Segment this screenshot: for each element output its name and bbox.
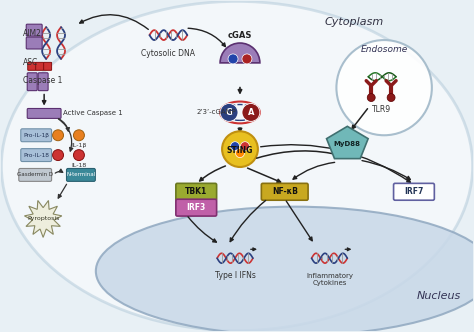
Text: A: A [248,108,254,117]
Text: Caspase 1: Caspase 1 [23,76,63,85]
Text: Active Caspase 1: Active Caspase 1 [63,111,123,117]
Circle shape [73,150,84,161]
Text: IRF7: IRF7 [404,187,424,196]
Circle shape [53,150,64,161]
Ellipse shape [96,207,474,332]
Text: N-terminal: N-terminal [66,172,96,177]
Text: G: G [226,108,232,117]
Polygon shape [25,201,62,237]
Text: Cytoplasm: Cytoplasm [325,17,384,27]
Circle shape [228,54,238,64]
FancyBboxPatch shape [27,73,37,91]
Circle shape [220,104,238,122]
FancyBboxPatch shape [66,168,95,181]
Circle shape [337,40,432,135]
FancyBboxPatch shape [21,129,52,142]
FancyBboxPatch shape [36,62,44,70]
Circle shape [236,149,245,158]
Text: TBK1: TBK1 [185,187,207,196]
Circle shape [53,130,64,141]
Circle shape [242,54,252,64]
Text: ASC: ASC [23,58,38,67]
Text: NF-κB: NF-κB [272,187,298,196]
Text: Inflammatory
Cytokines: Inflammatory Cytokines [306,273,353,286]
FancyBboxPatch shape [176,183,217,200]
Text: Cytosolic DNA: Cytosolic DNA [141,49,195,58]
Text: cGAS: cGAS [228,31,252,40]
Text: Pro-IL-1β: Pro-IL-1β [23,133,49,138]
Text: TLR9: TLR9 [372,105,391,114]
Circle shape [73,130,84,141]
Text: IRF3: IRF3 [187,203,206,212]
FancyBboxPatch shape [44,62,52,70]
FancyBboxPatch shape [28,62,36,70]
Circle shape [387,94,395,102]
FancyBboxPatch shape [38,73,48,91]
Text: STING: STING [227,146,253,155]
Circle shape [222,131,258,167]
Circle shape [242,104,260,122]
Circle shape [230,142,239,151]
Text: IL-1β: IL-1β [71,143,87,148]
FancyBboxPatch shape [26,24,42,36]
Text: IL-18: IL-18 [71,163,87,168]
FancyBboxPatch shape [393,183,434,200]
Wedge shape [220,43,260,63]
FancyBboxPatch shape [261,183,308,200]
Text: Endosome: Endosome [361,45,408,54]
Text: Pro-IL-18: Pro-IL-18 [23,153,49,158]
Text: MyD88: MyD88 [334,141,361,147]
Text: 2’3’-cGAMP: 2’3’-cGAMP [196,110,236,116]
FancyBboxPatch shape [21,149,52,162]
Circle shape [367,94,375,102]
Text: Type I IFNs: Type I IFNs [215,271,255,280]
FancyBboxPatch shape [27,109,61,119]
Polygon shape [327,126,368,159]
Text: AIM2: AIM2 [23,29,42,38]
FancyBboxPatch shape [176,199,217,216]
FancyBboxPatch shape [19,168,52,181]
Text: Gasdermin D: Gasdermin D [17,172,53,177]
FancyBboxPatch shape [26,37,42,49]
Text: Nucleus: Nucleus [417,291,461,301]
Text: Pyroptosis: Pyroptosis [27,216,59,221]
Circle shape [240,142,249,151]
